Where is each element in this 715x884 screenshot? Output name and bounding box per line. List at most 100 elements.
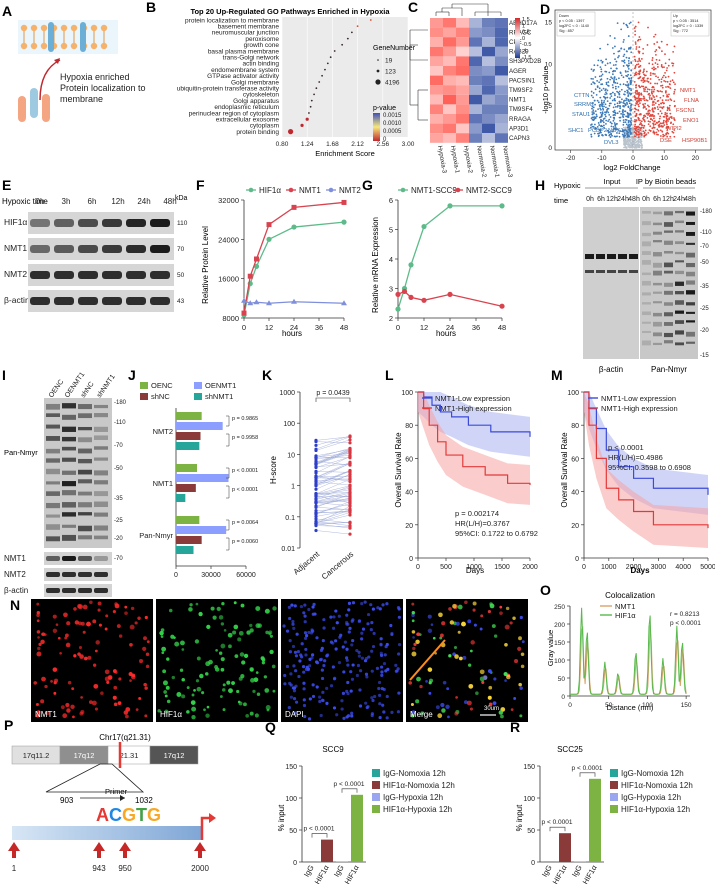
x-tick-label: 12 [265, 323, 273, 332]
cell-signal [452, 603, 457, 609]
cell-signal [360, 601, 364, 606]
cell-signal [285, 664, 290, 669]
volcano-point-down [628, 127, 631, 130]
volcano-point-down [627, 135, 629, 138]
cell-signal [307, 630, 311, 635]
volcano-point-up [646, 117, 649, 119]
colorbar-label: 1 [522, 23, 525, 29]
blot-band-i [78, 588, 92, 593]
cell-signal [264, 688, 270, 693]
cell-signal [521, 640, 525, 644]
volcano-point-up [667, 85, 669, 88]
mw-marker-i: -70 [114, 443, 123, 449]
cell-signal [349, 689, 353, 693]
cell-signal [168, 608, 173, 613]
volcano-point-down [628, 62, 630, 65]
gene-label: SH3PXD2B [509, 58, 541, 65]
cell-signal [320, 668, 324, 672]
volcano-point-up [638, 126, 641, 129]
y-tick-label-k: 0.1 [285, 515, 295, 522]
x-tick-label-b: 1.24 [301, 141, 314, 148]
volcano-point-down [607, 81, 610, 83]
cell-signal [256, 692, 261, 696]
heatmap-cell [430, 56, 443, 66]
volcano-point-ns [633, 136, 635, 139]
cell-signal [97, 601, 102, 606]
cell-signal [372, 631, 376, 636]
volcano-point-down [613, 127, 616, 130]
x-tick-label-d: 20 [692, 155, 700, 162]
cell-signal [360, 631, 364, 635]
cell-signal [293, 604, 297, 608]
volcano-point-down [603, 96, 606, 99]
volcano-point-up [669, 98, 672, 101]
volcano-point-down [622, 116, 625, 118]
stat-label: HR(L/H)=0.4986 [608, 453, 663, 462]
volcano-point-down [596, 126, 599, 128]
cell-signal [332, 615, 336, 619]
hypoxic-time-label-e: Hypoxic time [2, 197, 48, 206]
volcano-point-down [628, 57, 631, 59]
volcano-point-up [673, 135, 676, 138]
cell-signal [411, 619, 415, 623]
cell-signal [345, 658, 349, 662]
cell-signal [319, 713, 323, 718]
heatmap-cell [482, 85, 495, 95]
cell-signal [321, 698, 325, 702]
cell-signal [351, 663, 355, 667]
volcano-point-up [644, 88, 646, 91]
cell-signal [294, 669, 298, 673]
point-adjacent-k [314, 469, 318, 473]
cell-signal [411, 651, 417, 657]
row-label-i: NMT2 [4, 570, 26, 579]
volcano-point-down [630, 89, 633, 92]
cell-signal [380, 670, 384, 674]
stat-label: 95%CI: 0.3598 to 0.6908 [608, 463, 691, 472]
volcano-point-down [630, 69, 633, 72]
legend-label: IgG-Hypoxia 12h [383, 793, 443, 802]
y-tick-label: 6 [389, 196, 393, 205]
volcano-point-down [628, 77, 630, 80]
volcano-point-up [654, 123, 657, 126]
volcano-point-up [666, 118, 669, 121]
volcano-point-up [648, 88, 651, 91]
y-tick-label: 40 [571, 490, 579, 497]
ip-band-h [686, 290, 695, 295]
y-tick-label: 50 [289, 828, 297, 835]
volcano-point-up [653, 88, 656, 91]
point-cancerous-k [348, 456, 352, 460]
panel-letter-g: G [362, 177, 373, 193]
pair-line-k [315, 518, 351, 524]
dendrogram [409, 3, 502, 121]
volcano-point-up [663, 134, 666, 137]
cell-signal [411, 611, 415, 615]
cell-signal [198, 611, 203, 617]
volcano-point-down [625, 115, 627, 118]
pair-line-k [315, 491, 351, 500]
cell-signal [298, 659, 302, 663]
time-label-h: 0h [642, 196, 650, 203]
y-tick-label-d: 15 [545, 19, 553, 26]
volcano-point-up [650, 97, 653, 100]
ip-band-h [686, 221, 695, 225]
volcano-point-up [669, 87, 672, 89]
heatmap-cell [430, 66, 443, 76]
cell-signal [469, 649, 473, 653]
y-axis-label-r: % input [515, 804, 524, 831]
ip-band-h [642, 241, 651, 247]
gene-label-down: CTTN [574, 93, 589, 99]
y-tick-label: 60 [405, 456, 413, 463]
volcano-point-up [674, 83, 676, 86]
x-tick-label: 36 [472, 323, 480, 332]
cell-signal [254, 713, 259, 718]
cell-signal [329, 615, 333, 619]
cell-signal [454, 711, 459, 716]
pair-line-k [315, 493, 351, 498]
cell-signal [113, 685, 118, 690]
volcano-point-up [639, 38, 642, 41]
blot-band-e [78, 271, 98, 279]
volcano-point-down [611, 91, 614, 94]
y-tick-label: 100 [285, 796, 297, 803]
volcano-point-ns [639, 139, 642, 142]
row-label-e: HIF1α [4, 217, 27, 227]
